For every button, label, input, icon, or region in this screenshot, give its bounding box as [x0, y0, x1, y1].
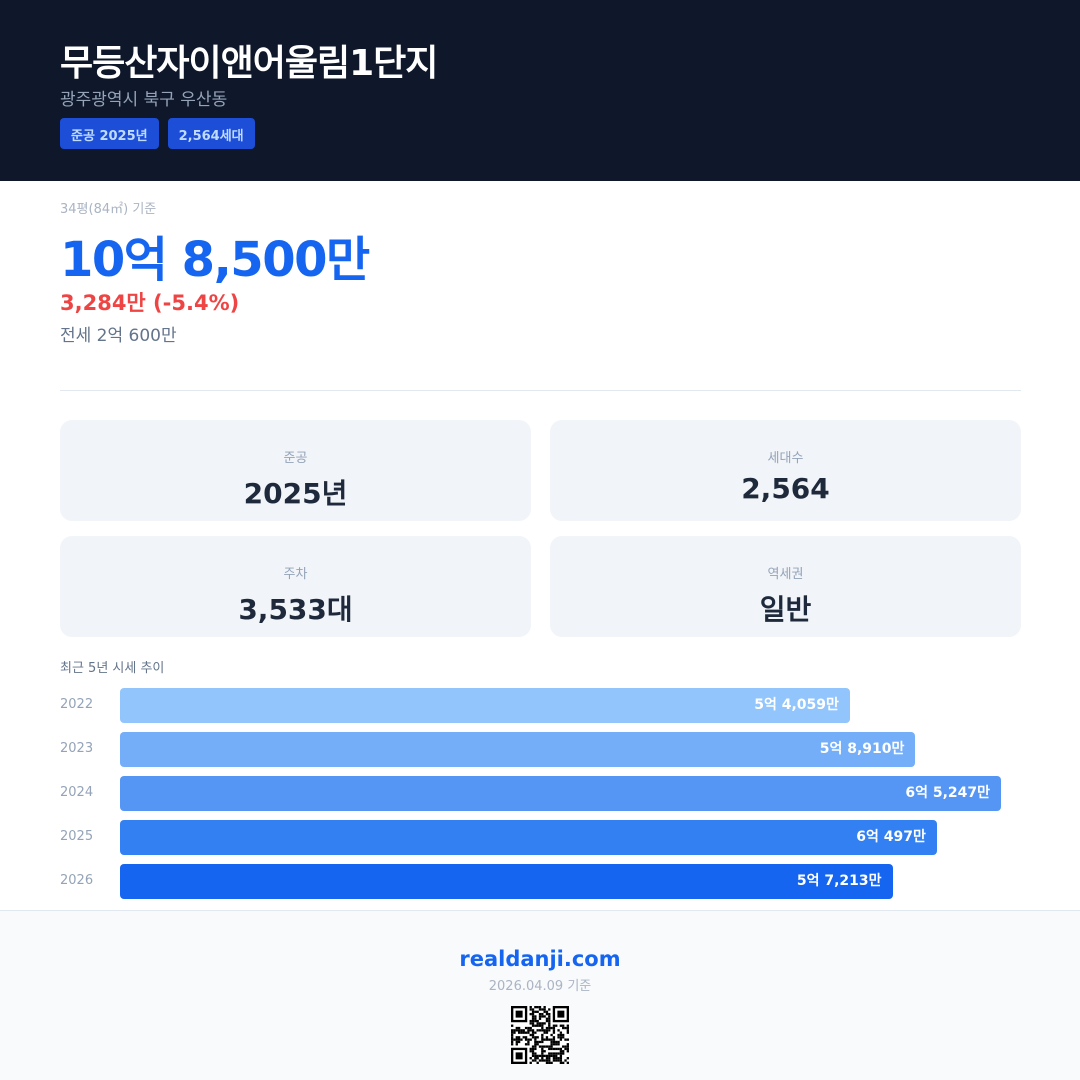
bar-2023: 5억 8,910만 [120, 732, 916, 767]
reference-date: 2026.04.09 기준 [488, 979, 592, 994]
stat-card-parking: 주차 3,533대 [60, 536, 531, 637]
stat-label: 세대수 [767, 451, 804, 466]
bar-value-label: 5억 7,213만 [796, 873, 882, 889]
stat-label: 역세권 [767, 567, 804, 582]
site-link[interactable]: realdanji.com [459, 947, 621, 971]
bar-value-label: 6억 497만 [856, 829, 926, 845]
address: 광주광역시 북구 우산동 [60, 90, 228, 110]
stat-card-completion: 준공 2025년 [60, 420, 531, 521]
stat-value: 2025년 [243, 477, 348, 510]
price-value: 10억 8,500만 [60, 232, 370, 288]
stat-label: 준공 [283, 451, 308, 466]
year-label: 2026 [60, 873, 94, 888]
stat-card-households: 세대수 2,564 [550, 420, 1021, 521]
year-label: 2025 [60, 829, 94, 844]
stat-value: 일반 [759, 593, 812, 626]
chart-title: 최근 5년 시세 추이 [60, 661, 165, 676]
jeonse-price: 전세 2억 600만 [60, 326, 177, 346]
bar-value-label: 5억 8,910만 [819, 741, 905, 757]
stat-label: 주차 [283, 567, 308, 582]
page-title: 무등산자이앤어울림1단지 [60, 43, 438, 84]
bar-2026: 5억 7,213만 [120, 864, 893, 899]
stat-value: 3,533대 [238, 593, 353, 626]
bar-value-label: 6억 5,247만 [905, 785, 990, 801]
bar-2022: 5억 4,059만 [120, 688, 850, 723]
price-basis: 34평(84㎡) 기준 [60, 202, 157, 217]
year-label: 2022 [60, 697, 94, 712]
bar-value-label: 5억 4,059만 [754, 697, 839, 713]
bar-2024: 6억 5,247만 [120, 776, 1001, 811]
header: 무등산자이앤어울림1단지 광주광역시 북구 우산동 준공 2025년 2,564… [0, 0, 1080, 181]
year-label: 2023 [60, 741, 94, 756]
bar-2025: 6억 497만 [120, 820, 937, 855]
households-badge: 2,564세대 [167, 118, 255, 149]
year-label: 2024 [60, 785, 94, 800]
price-change: 3,284만 (-5.4%) [60, 291, 240, 315]
completion-badge: 준공 2025년 [60, 118, 159, 149]
qr-code-icon [511, 1006, 569, 1064]
stat-value: 2,564 [741, 472, 830, 505]
footer: realdanji.com 2026.04.09 기준 [0, 910, 1080, 1080]
divider [60, 390, 1021, 391]
